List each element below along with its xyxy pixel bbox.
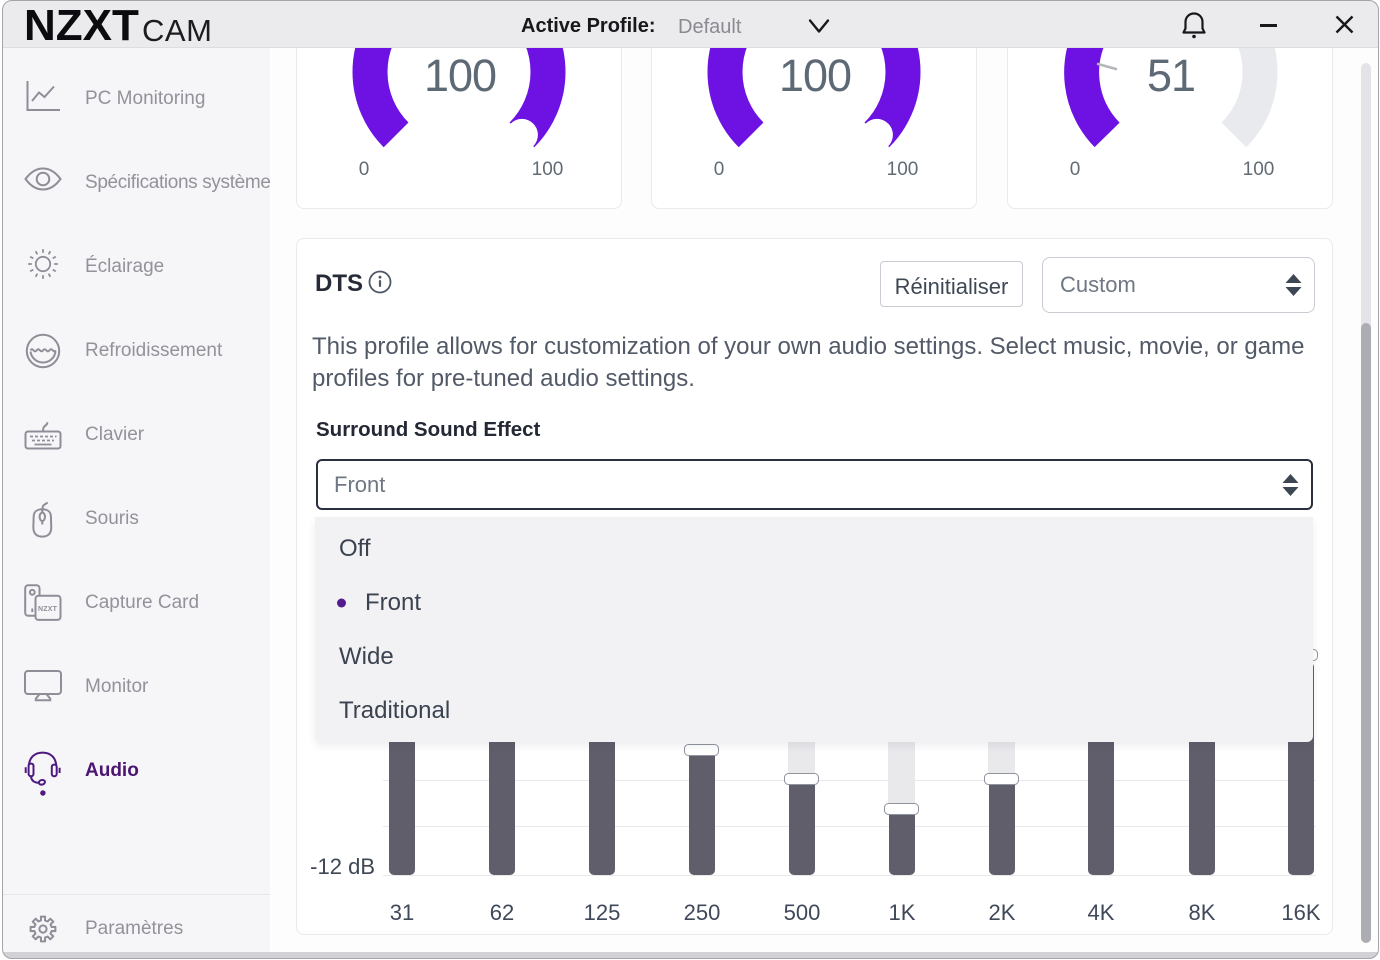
svg-text:NZXT: NZXT bbox=[38, 606, 58, 613]
